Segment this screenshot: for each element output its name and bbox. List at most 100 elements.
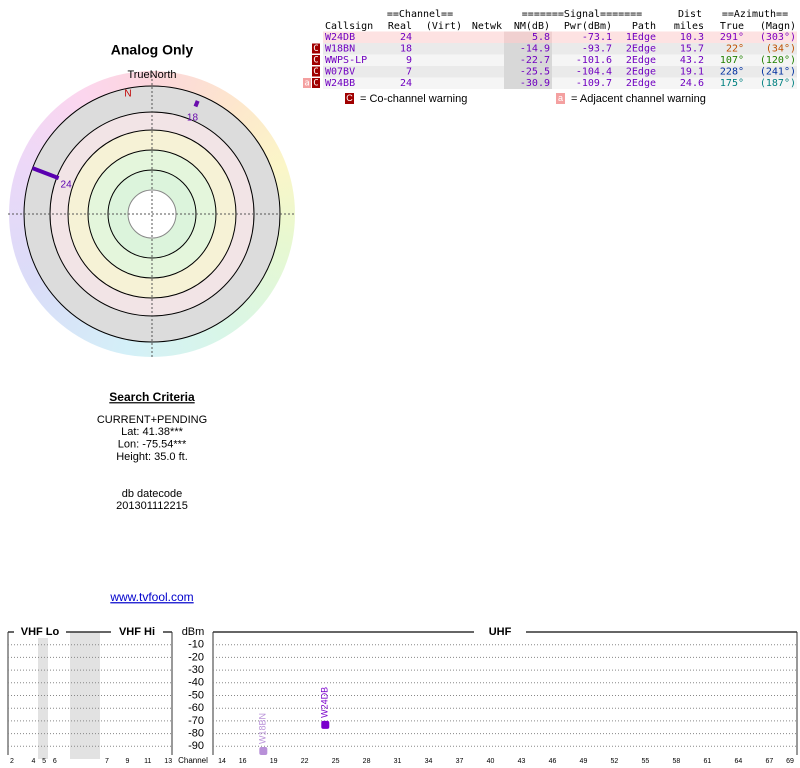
table-cell: 18 (400, 44, 412, 55)
section-gap (111, 626, 163, 638)
group-header: ==Channel== (387, 9, 453, 20)
station-label: 24 (61, 180, 73, 191)
x-tick-label: 37 (456, 758, 464, 765)
y-tick-label: -70 (188, 715, 204, 727)
table-cell: -73.1 (582, 32, 612, 43)
x-axis-label: Channel (178, 756, 208, 765)
table-cell: -93.7 (582, 44, 612, 55)
table-cell: -25.5 (520, 67, 550, 78)
vhf-shade (38, 632, 48, 759)
signal-bar (321, 720, 330, 729)
x-tick-label: 7 (105, 758, 109, 765)
row-band (323, 43, 797, 55)
warning-icon (312, 43, 320, 54)
signal-label: W24DB (320, 687, 330, 718)
table-cell: (187°) (760, 78, 796, 89)
table-cell: 291° (720, 32, 744, 43)
table-cell: 2Edge (626, 55, 656, 66)
section-label: VHF Lo (21, 626, 60, 638)
north-mark: N (124, 89, 131, 100)
nm-band (504, 54, 552, 66)
y-tick-label: -40 (188, 677, 204, 689)
station-marker (193, 100, 200, 108)
warning-icon (312, 66, 320, 77)
table-cell: -22.7 (520, 55, 550, 66)
x-tick-label: 19 (270, 758, 278, 765)
y-tick-label: -90 (188, 740, 204, 752)
datecode: 201301112215 (116, 500, 188, 512)
table-cell: (303°) (760, 32, 796, 43)
warning-icon (303, 78, 311, 88)
x-tick-label: 52 (611, 758, 619, 765)
x-tick-label: 55 (642, 758, 650, 765)
table-cell: 1Edge (626, 32, 656, 43)
y-tick-label: -50 (188, 689, 204, 701)
row-band (323, 54, 797, 66)
table-cell: (241°) (760, 67, 796, 78)
y-tick-label: -10 (188, 639, 204, 651)
column-header: NM(dB) (514, 21, 550, 32)
x-tick-label: 61 (703, 758, 711, 765)
row-band (323, 77, 797, 89)
x-tick-label: 58 (673, 758, 681, 765)
table-cell: -30.9 (520, 78, 550, 89)
y-axis-label: dBm (182, 626, 205, 638)
column-header: Path (632, 21, 656, 32)
nm-band (504, 31, 552, 43)
table-cell: W18BN (325, 44, 355, 55)
x-tick-label: 49 (580, 758, 588, 765)
section-gap (474, 626, 526, 638)
legend-text: = Adjacent channel warning (571, 93, 706, 105)
table-cell: -14.9 (520, 44, 550, 55)
group-header: Dist (678, 9, 702, 20)
x-tick-label: 9 (125, 758, 129, 765)
x-tick-label: 2 (10, 758, 14, 765)
x-tick-label: 46 (549, 758, 557, 765)
nm-band (504, 66, 552, 78)
warning-letter: C (313, 79, 318, 89)
table-cell: W24DB (325, 32, 355, 43)
column-header: Netwk (472, 21, 502, 32)
table-cell: 228° (720, 67, 744, 78)
table-cell: 107° (720, 55, 744, 66)
station-label: 18 (187, 113, 199, 124)
x-tick-label: 5 (42, 758, 46, 765)
x-tick-label: 4 (31, 758, 35, 765)
station-table: ==Channel== =======Signal======= Dist ==Azi… (303, 9, 797, 89)
table-cell: WWPS-LP (325, 55, 367, 66)
x-tick-label: 64 (734, 758, 742, 765)
table-cell: -101.6 (576, 55, 612, 66)
table-cell: 19.1 (680, 67, 704, 78)
table-cell: 24.6 (680, 78, 704, 89)
table-cell: 22° (726, 44, 744, 55)
column-header: (Virt) (426, 21, 462, 32)
x-tick-label: 16 (239, 758, 247, 765)
table-cell: 15.7 (680, 44, 704, 55)
polar-title: Analog Only (111, 42, 194, 58)
table-cell: 2Edge (626, 78, 656, 89)
group-header: ==Azimuth== (722, 9, 788, 20)
table-cell: 7 (406, 67, 412, 78)
x-tick-label: 34 (425, 758, 433, 765)
nm-band (504, 77, 552, 89)
table-cell: 43.2 (680, 55, 704, 66)
warning-letter: C (313, 67, 318, 77)
x-tick-label: 43 (518, 758, 526, 765)
signal-bar (259, 746, 268, 755)
column-header: Real (388, 21, 412, 32)
site-link[interactable]: www.tvfool.com (109, 590, 193, 604)
legend-text: = Co-channel warning (360, 93, 467, 105)
table-cell: W07BV (325, 67, 355, 78)
warning-icon (312, 78, 320, 88)
table-cell: 24 (400, 32, 412, 43)
x-tick-label: 25 (332, 758, 340, 765)
datecode-label: db datecode (122, 488, 183, 500)
table-cell: 5.8 (532, 32, 550, 43)
x-tick-label: 11 (144, 758, 151, 765)
section-label: VHF Hi (119, 626, 155, 638)
search-line: Lat: 41.38*** (121, 426, 183, 438)
legend-icon (556, 93, 565, 104)
table-cell: (34°) (766, 44, 796, 55)
